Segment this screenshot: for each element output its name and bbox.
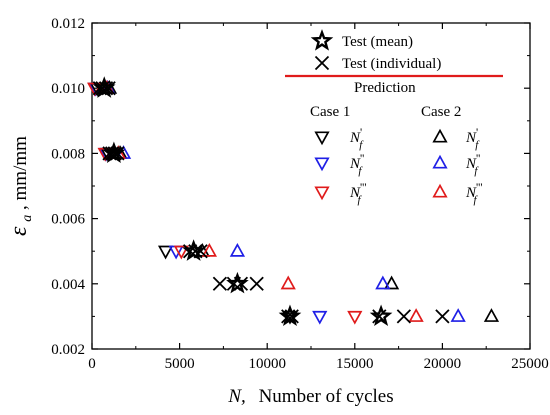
data-point — [408, 308, 424, 322]
data-point — [312, 310, 328, 325]
data-points — [87, 76, 500, 327]
data-point — [375, 275, 391, 290]
legend-nf-marker — [314, 131, 330, 146]
data-point — [173, 245, 189, 260]
data-point — [102, 141, 126, 164]
y-axis-label: ε a , mm/mm — [6, 136, 36, 236]
data-point — [483, 308, 500, 322]
tick-labels: 0 5000 10000 15000 20000 25000 0.002 0.004 0.006… — [51, 16, 549, 372]
x-tick-label: 20000 — [424, 356, 462, 372]
x-axis-text: Number of cycles — [259, 386, 394, 407]
legend-mean-marker — [310, 29, 334, 51]
y-tick-label: 0.002 — [51, 342, 85, 358]
data-point — [369, 304, 393, 327]
legend-nf-marker — [432, 154, 448, 169]
x-tick-label: 15000 — [336, 356, 374, 372]
legend-nf-label: N''' f — [465, 180, 483, 206]
y-tick-label: 0.004 — [51, 277, 85, 293]
legend-case1-label: Case 1 — [310, 104, 350, 120]
x-axis-symbol: N, — [227, 386, 245, 407]
x-tick-label: 5000 — [165, 356, 195, 372]
legend-nf-label: N' f — [349, 125, 364, 151]
legend-nf-label: N'' f — [349, 151, 364, 177]
y-axis-symbol: ε — [6, 226, 32, 236]
y-tick-label: 0.008 — [51, 146, 85, 162]
data-point — [249, 276, 264, 291]
data-point — [347, 310, 363, 325]
legend-nf-label: N' f — [465, 125, 480, 151]
data-point — [450, 308, 466, 322]
legend-nf-marker — [314, 157, 330, 172]
legend-nf-label: N''' f — [349, 180, 367, 206]
legend-nf-marker — [314, 186, 330, 201]
y-axis-subscript: a — [20, 215, 35, 222]
data-point — [435, 309, 450, 324]
legend-individual-marker — [314, 55, 330, 71]
data-point — [229, 242, 246, 257]
legend-nf-marker — [432, 183, 448, 198]
plot-frame — [91, 22, 531, 350]
data-point — [280, 275, 296, 290]
legend-nf-entries: N' f N' fN'' f N'' fN''' f N''' f — [314, 125, 483, 206]
data-point — [383, 275, 400, 290]
data-point — [278, 304, 302, 327]
data-point — [212, 276, 228, 291]
data-point — [396, 309, 411, 324]
data-point — [92, 76, 116, 98]
data-point — [157, 245, 174, 260]
x-tick-label: 25000 — [511, 356, 549, 372]
legend-nf-marker — [432, 128, 448, 143]
legend-prediction-label: Prediction — [354, 80, 416, 96]
legend-mean-label: Test (mean) — [342, 34, 413, 50]
data-point — [201, 242, 217, 257]
legend-nf-label: N'' f — [465, 151, 480, 177]
legend-star-marker — [310, 29, 334, 51]
x-tick-label: 0 — [88, 356, 96, 372]
data-point — [226, 271, 249, 294]
axis-ticks — [91, 22, 531, 350]
y-tick-label: 0.012 — [51, 16, 85, 32]
data-point — [182, 239, 205, 261]
legend-case2-label: Case 2 — [421, 104, 461, 120]
y-tick-label: 0.010 — [51, 81, 85, 97]
x-axis-label: N, Number of cycles — [227, 386, 393, 407]
y-tick-label: 0.006 — [51, 212, 85, 228]
x-tick-label: 10000 — [248, 356, 286, 372]
legend-individual-label: Test (individual) — [342, 56, 441, 72]
legend: Test (mean) Test (individual) Prediction… — [285, 29, 503, 206]
y-axis-text: , mm/mm — [10, 136, 31, 210]
legend-x-marker — [314, 55, 330, 71]
